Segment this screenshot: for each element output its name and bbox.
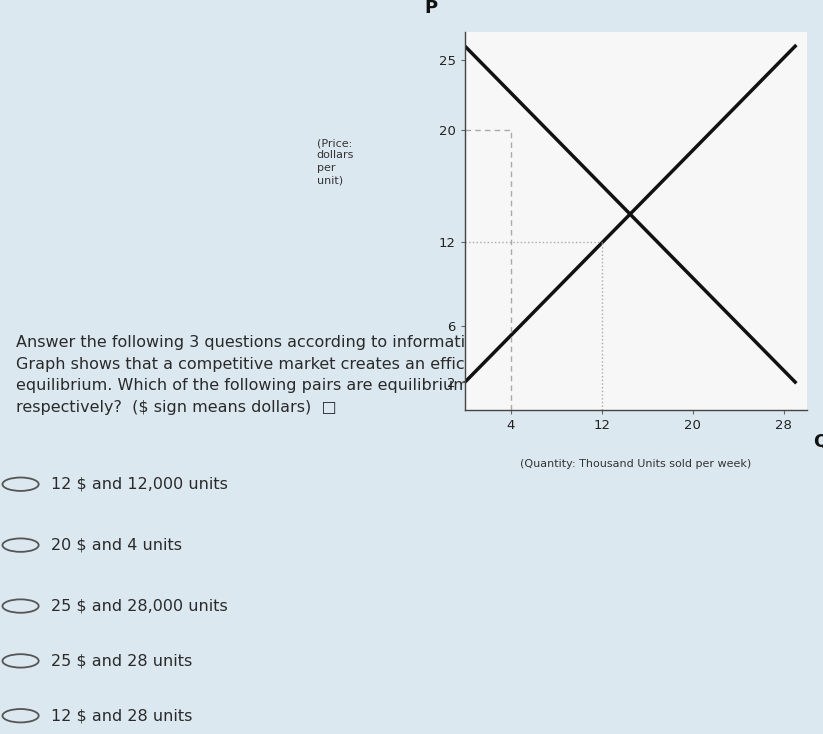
- Text: 20 $ and 4 units: 20 $ and 4 units: [51, 537, 182, 553]
- Text: 25 $ and 28 units: 25 $ and 28 units: [51, 653, 193, 669]
- Text: 12 $ and 12,000 units: 12 $ and 12,000 units: [51, 476, 228, 492]
- Text: (Price:
dollars
per
unit): (Price: dollars per unit): [317, 138, 354, 185]
- Text: Answer the following 3 questions according to information here and graph in this: Answer the following 3 questions accordi…: [16, 335, 749, 415]
- Text: Q: Q: [813, 433, 823, 451]
- Text: 12 $ and 28 units: 12 $ and 28 units: [51, 708, 193, 723]
- Text: 25 $ and 28,000 units: 25 $ and 28,000 units: [51, 598, 228, 614]
- Text: P: P: [425, 0, 438, 17]
- Text: (Quantity: Thousand Units sold per week): (Quantity: Thousand Units sold per week): [520, 459, 751, 469]
